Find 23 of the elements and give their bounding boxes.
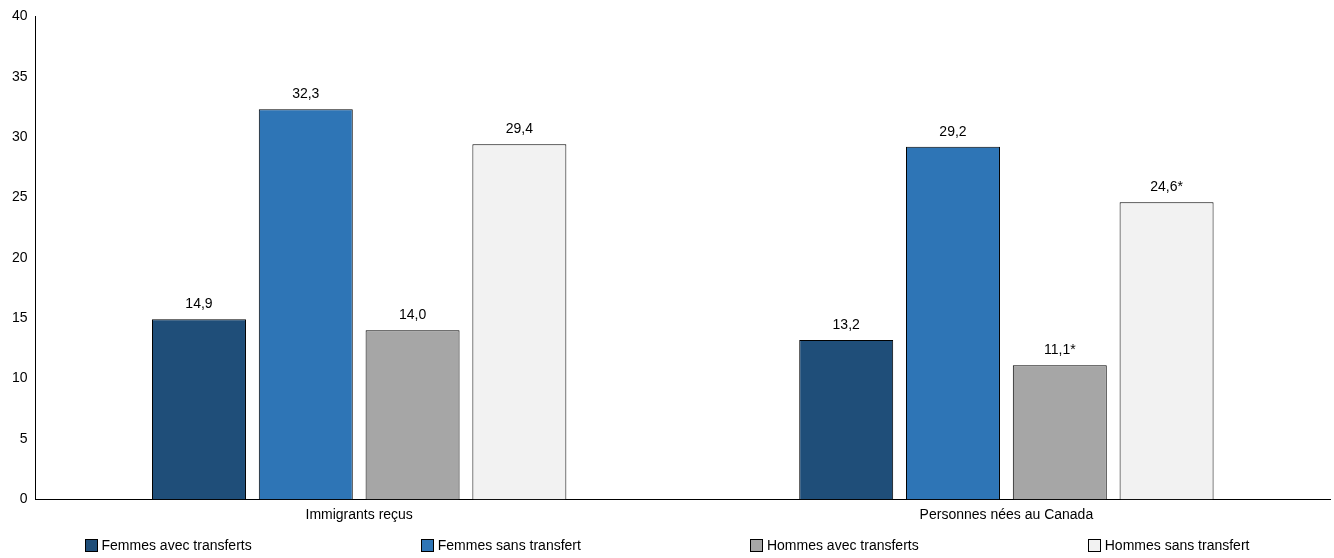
data-label: 29,4 <box>505 120 534 137</box>
y-tick-label: 5 <box>19 429 28 446</box>
y-tick-label: 20 <box>11 248 28 265</box>
legend-label: Hommes avec transferts <box>766 537 919 553</box>
x-tick-label: Immigrants reçus <box>305 506 413 523</box>
data-label: 11,1* <box>1043 341 1077 358</box>
y-tick-label: 0 <box>19 490 28 507</box>
y-tick-label: 30 <box>11 127 28 144</box>
x-tick-label: Personnes nées au Canada <box>919 506 1094 523</box>
data-label: 14,0 <box>398 306 427 323</box>
data-label: 14,9 <box>185 295 213 312</box>
data-label: 13,2 <box>832 315 861 332</box>
y-tick-label: 25 <box>11 188 28 205</box>
y-tick-label: 15 <box>11 309 28 326</box>
data-label: 29,2 <box>939 122 967 139</box>
data-label: 32,3 <box>292 85 320 102</box>
legend-label: Femmes sans transfert <box>437 537 581 553</box>
text: Hommes sans transfert <box>1104 537 1250 553</box>
y-tick-label: 10 <box>11 369 28 386</box>
legend-label: Femmes avec transferts <box>101 537 252 553</box>
data-label: 24,6* <box>1150 178 1184 195</box>
y-tick-label: 40 <box>11 7 28 24</box>
y-tick-label: 35 <box>11 67 28 84</box>
